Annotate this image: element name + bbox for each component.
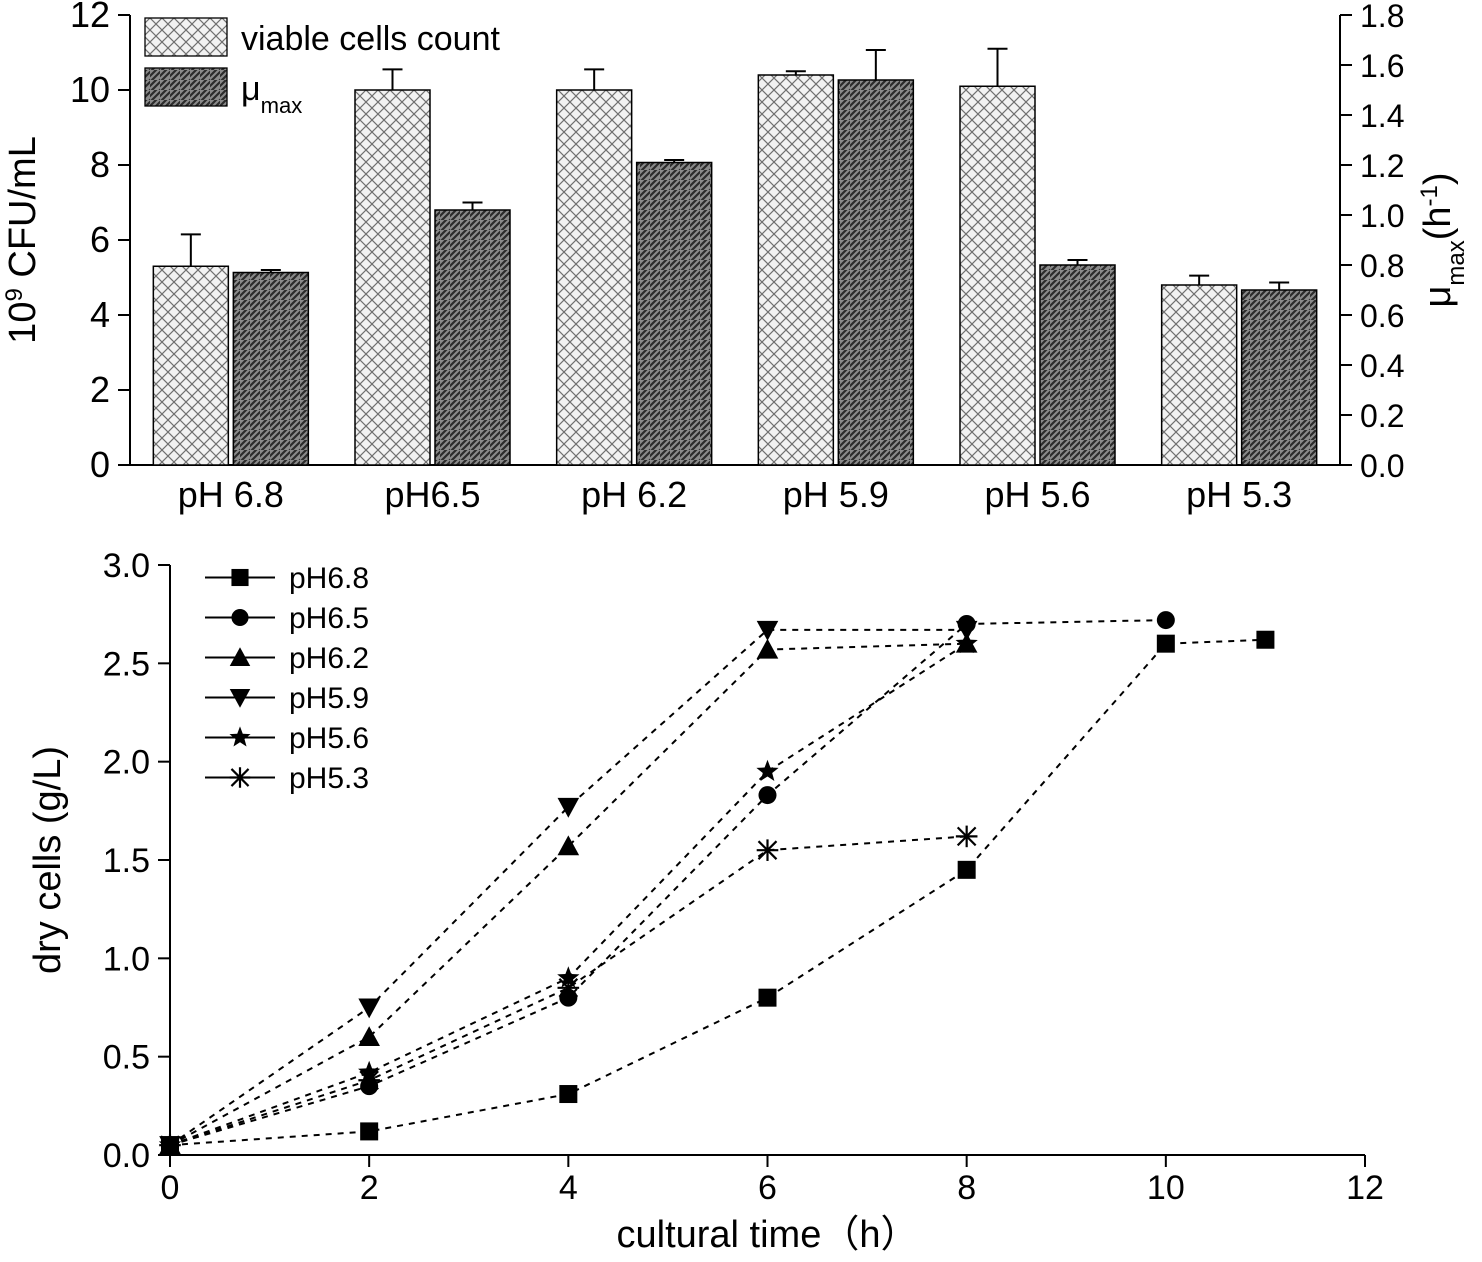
bar-viable (557, 90, 632, 465)
svg-text:2.5: 2.5 (103, 645, 150, 683)
y-axis-label: dry cells (g/L) (27, 746, 69, 974)
bar-mumax (233, 273, 308, 466)
bar-viable (960, 86, 1035, 465)
x-axis-label: cultural time（h） (617, 1214, 919, 1256)
svg-text:2: 2 (90, 369, 110, 410)
svg-text:1.0: 1.0 (1360, 198, 1404, 234)
top-legend: viable cells count μmax (145, 18, 500, 118)
charts-svg: 0 2 4 6 8 10 12 0.0 0.2 0.4 0.6 0.8 1.0 1.2 1.4 1.6 1.8 1… (0, 0, 1482, 1257)
svg-text:2: 2 (360, 1169, 379, 1207)
svg-text:0.8: 0.8 (1360, 248, 1404, 284)
bar-viable (758, 75, 833, 465)
svg-text:2.0: 2.0 (103, 744, 150, 782)
bar-mumax (637, 163, 712, 466)
svg-text:8: 8 (90, 144, 110, 185)
svg-text:0.0: 0.0 (103, 1137, 150, 1175)
svg-text:0.0: 0.0 (1360, 448, 1404, 484)
bar-viable (1162, 285, 1237, 465)
svg-text:6: 6 (90, 219, 110, 260)
svg-text:12: 12 (1346, 1169, 1384, 1207)
svg-text:0: 0 (90, 444, 110, 485)
series-pH5.6 (170, 644, 967, 1145)
bottom-legend: pH6.8 pH6.5 pH6.2 pH5.9 pH5.6 pH5.3 (205, 562, 369, 795)
svg-text:0.2: 0.2 (1360, 398, 1404, 434)
figure: 0 2 4 6 8 10 12 0.0 0.2 0.4 0.6 0.8 1.0 1.2 1.4 1.6 1.8 1… (0, 0, 1482, 1257)
svg-text:pH6.2: pH6.2 (289, 642, 369, 675)
svg-text:109 CFU/mL: 109 CFU/mL (1, 136, 45, 344)
svg-text:pH 6.2: pH 6.2 (581, 474, 687, 515)
svg-text:pH5.6: pH5.6 (289, 722, 369, 755)
svg-text:10: 10 (70, 69, 110, 110)
bar-viable (355, 90, 430, 465)
svg-text:8: 8 (957, 1169, 976, 1207)
svg-text:pH6.5: pH6.5 (289, 602, 369, 635)
svg-text:pH5.9: pH5.9 (289, 682, 369, 715)
svg-text:pH6.5: pH6.5 (384, 474, 480, 515)
svg-text:0: 0 (161, 1169, 180, 1207)
svg-text:1.8: 1.8 (1360, 0, 1404, 34)
svg-text:1.4: 1.4 (1360, 98, 1404, 134)
svg-text:0.5: 0.5 (103, 1039, 150, 1077)
svg-text:1.5: 1.5 (103, 842, 150, 880)
bar-mumax (1040, 265, 1115, 465)
svg-text:4: 4 (559, 1169, 578, 1207)
bar-viable (153, 266, 228, 465)
svg-text:viable cells count: viable cells count (241, 20, 500, 58)
svg-text:4: 4 (90, 294, 110, 335)
svg-text:pH 6.8: pH 6.8 (178, 474, 284, 515)
bar-mumax (1242, 290, 1317, 465)
bar-mumax (435, 210, 510, 465)
svg-text:pH 5.9: pH 5.9 (783, 474, 889, 515)
svg-text:1.6: 1.6 (1360, 48, 1404, 84)
svg-text:10: 10 (1147, 1169, 1185, 1207)
svg-text:μmax: μmax (241, 70, 302, 118)
svg-text:3.0: 3.0 (103, 547, 150, 585)
bar-mumax (838, 80, 913, 465)
svg-text:μmax(h-1): μmax(h-1) (1416, 172, 1470, 307)
svg-text:1.0: 1.0 (103, 940, 150, 978)
svg-text:6: 6 (758, 1169, 777, 1207)
svg-text:0.4: 0.4 (1360, 348, 1404, 384)
svg-text:pH 5.6: pH 5.6 (984, 474, 1090, 515)
series-pH6.2 (170, 644, 967, 1145)
svg-text:pH 5.3: pH 5.3 (1186, 474, 1292, 515)
svg-text:0.6: 0.6 (1360, 298, 1404, 334)
svg-text:12: 12 (70, 0, 110, 35)
svg-text:pH6.8: pH6.8 (289, 562, 369, 595)
series-pH6.8 (170, 640, 1265, 1145)
svg-text:1.2: 1.2 (1360, 148, 1404, 184)
svg-text:pH5.3: pH5.3 (289, 762, 369, 795)
